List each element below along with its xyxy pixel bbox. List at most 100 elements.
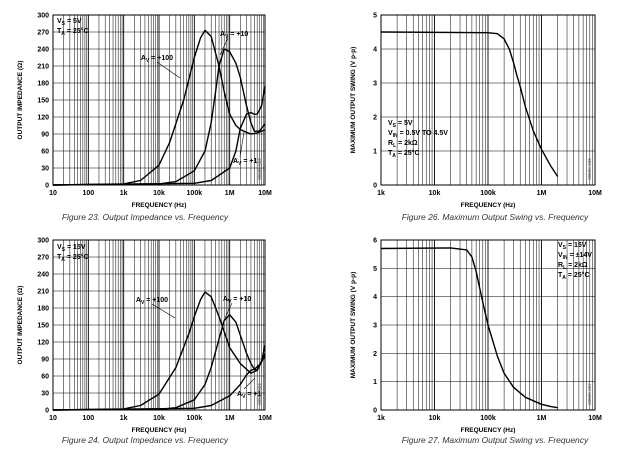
cond-subscript: V — [238, 161, 242, 167]
series-line-2 — [52, 355, 266, 411]
x-tick-label: 10M — [258, 190, 272, 197]
series-line-1 — [52, 314, 266, 411]
series-label: AV = +1 — [233, 158, 257, 167]
series-label: AV = +10 — [220, 31, 248, 40]
cond-subscript: V — [141, 300, 145, 306]
series-leader-line — [224, 302, 233, 319]
gridlines — [380, 239, 595, 411]
x-axis-title: FREQUENCY (Hz) — [132, 427, 187, 434]
cond-symbol: A — [233, 158, 238, 165]
cond-symbol: A — [237, 391, 242, 398]
y-tick-label: 240 — [37, 272, 49, 279]
gridlines — [52, 239, 265, 411]
x-tick-label: 1k — [377, 190, 385, 197]
y-tick-label: 3 — [373, 81, 377, 88]
x-tick-label: 100k — [187, 415, 203, 422]
gridlines — [380, 14, 595, 186]
x-tick-label: 10M — [588, 415, 602, 422]
y-tick-label: 240 — [37, 47, 49, 54]
cond-subscript: IN — [563, 255, 568, 261]
cond-symbol: R — [388, 140, 393, 147]
y-tick-label: 0 — [45, 408, 49, 415]
y-tick-label: 5 — [373, 266, 377, 273]
cond-value: = 15V — [65, 244, 86, 251]
y-tick-label: 3 — [373, 323, 377, 330]
x-axis-title: FREQUENCY (Hz) — [461, 202, 516, 209]
series-line-0 — [52, 291, 266, 411]
x-tick-label: 100k — [187, 190, 203, 197]
y-tick-label: 210 — [37, 64, 49, 71]
y-tick-label: 0 — [45, 183, 49, 190]
y-tick-label: 2 — [373, 351, 377, 358]
cond-subscript: A — [61, 31, 65, 37]
series-leader-line — [243, 377, 256, 390]
condition-text: TA = 25°C — [57, 253, 89, 263]
chart-fig27: 0 1 2 3 4 5 6 1k 10k 100k 1M 10M FREQUENCY (Hz) MAXIM… — [350, 238, 602, 446]
cond-subscript: V — [242, 394, 246, 400]
cond-symbol: V — [388, 130, 393, 137]
figure-caption: Figure 26. Maximum Output Swing vs. Freq… — [402, 212, 589, 222]
cond-symbol: V — [388, 120, 393, 127]
y-tick-label: 4 — [373, 47, 377, 54]
y-tick-label: 300 — [37, 13, 49, 20]
y-tick-label: 1 — [373, 149, 377, 156]
y-tick-label: 0 — [373, 408, 377, 415]
x-tick-label: 100 — [82, 415, 94, 422]
cond-value: = 0.5V TO 4.5V — [398, 130, 449, 137]
x-tick-label: 1M — [225, 415, 235, 422]
x-tick-label: 10k — [153, 415, 165, 422]
y-tick-label: 270 — [37, 255, 49, 262]
cond-value: = +1 — [241, 158, 257, 165]
y-tick-label: 90 — [41, 357, 49, 364]
y-axis-title: MAXIMUM OUTPUT SWING (V p-p) — [350, 272, 357, 379]
x-tick-label: 1k — [120, 190, 128, 197]
x-tick-label: 10k — [429, 190, 441, 197]
x-tick-label: 1k — [120, 415, 128, 422]
y-tick-label: 4 — [373, 294, 377, 301]
y-tick-label: 30 — [41, 391, 49, 398]
cond-subscript: IN — [393, 133, 398, 139]
x-tick-label: 1M — [225, 190, 235, 197]
cond-subscript: L — [563, 265, 566, 271]
cond-symbol: T — [388, 150, 393, 157]
cond-value: = 25°C — [396, 149, 420, 157]
x-tick-label: 10k — [429, 415, 441, 422]
x-tick-label: 10M — [258, 415, 272, 422]
x-tick-label: 1M — [537, 190, 547, 197]
cond-value: = ±14V — [568, 252, 593, 259]
cond-value: = 15V — [566, 242, 587, 249]
y-tick-label: 120 — [37, 115, 49, 122]
chart-fig23: 0 30 60 90 120 150 180 210 240 270 300 10 100 1k 10k 10… — [17, 13, 272, 223]
x-tick-label: 100k — [480, 415, 496, 422]
cond-value: = 2kΩ — [396, 140, 418, 147]
condition-text: TA = 25°C — [57, 27, 89, 37]
y-tick-label: 270 — [37, 30, 49, 37]
cond-subscript: S — [62, 247, 66, 253]
y-tick-label: 180 — [37, 306, 49, 313]
cond-value: = 2kΩ — [566, 262, 588, 269]
cond-value: = 5V — [396, 120, 413, 127]
x-tick-label: 100 — [82, 190, 94, 197]
y-tick-label: 90 — [41, 132, 49, 139]
cond-value: = 25°C — [65, 27, 89, 35]
series-label: AV = +1 — [237, 391, 261, 400]
figure-caption: Figure 23. Output Impedance vs. Frequenc… — [62, 212, 229, 222]
figure-code-label: 00500-024 — [257, 383, 262, 405]
cond-subscript: L — [393, 143, 396, 149]
cond-symbol: T — [57, 28, 62, 35]
figure-code-label: 00500-023 — [257, 158, 262, 180]
condition-text: VS = 15V — [57, 244, 86, 253]
cond-symbol: A — [220, 31, 225, 38]
x-tick-label: 10 — [49, 190, 57, 197]
cond-symbol: V — [558, 252, 563, 259]
cond-subscript: S — [563, 245, 567, 251]
cond-subscript: V — [146, 58, 150, 64]
cond-symbol: A — [136, 297, 141, 304]
y-tick-label: 5 — [373, 13, 377, 20]
y-tick-label: 300 — [37, 238, 49, 245]
condition-text: VS = 15V — [558, 242, 587, 251]
figure-caption: Figure 27. Maximum Output Swing vs. Freq… — [402, 435, 589, 445]
cond-symbol: V — [558, 242, 563, 249]
cond-value: = 25°C — [65, 253, 89, 261]
